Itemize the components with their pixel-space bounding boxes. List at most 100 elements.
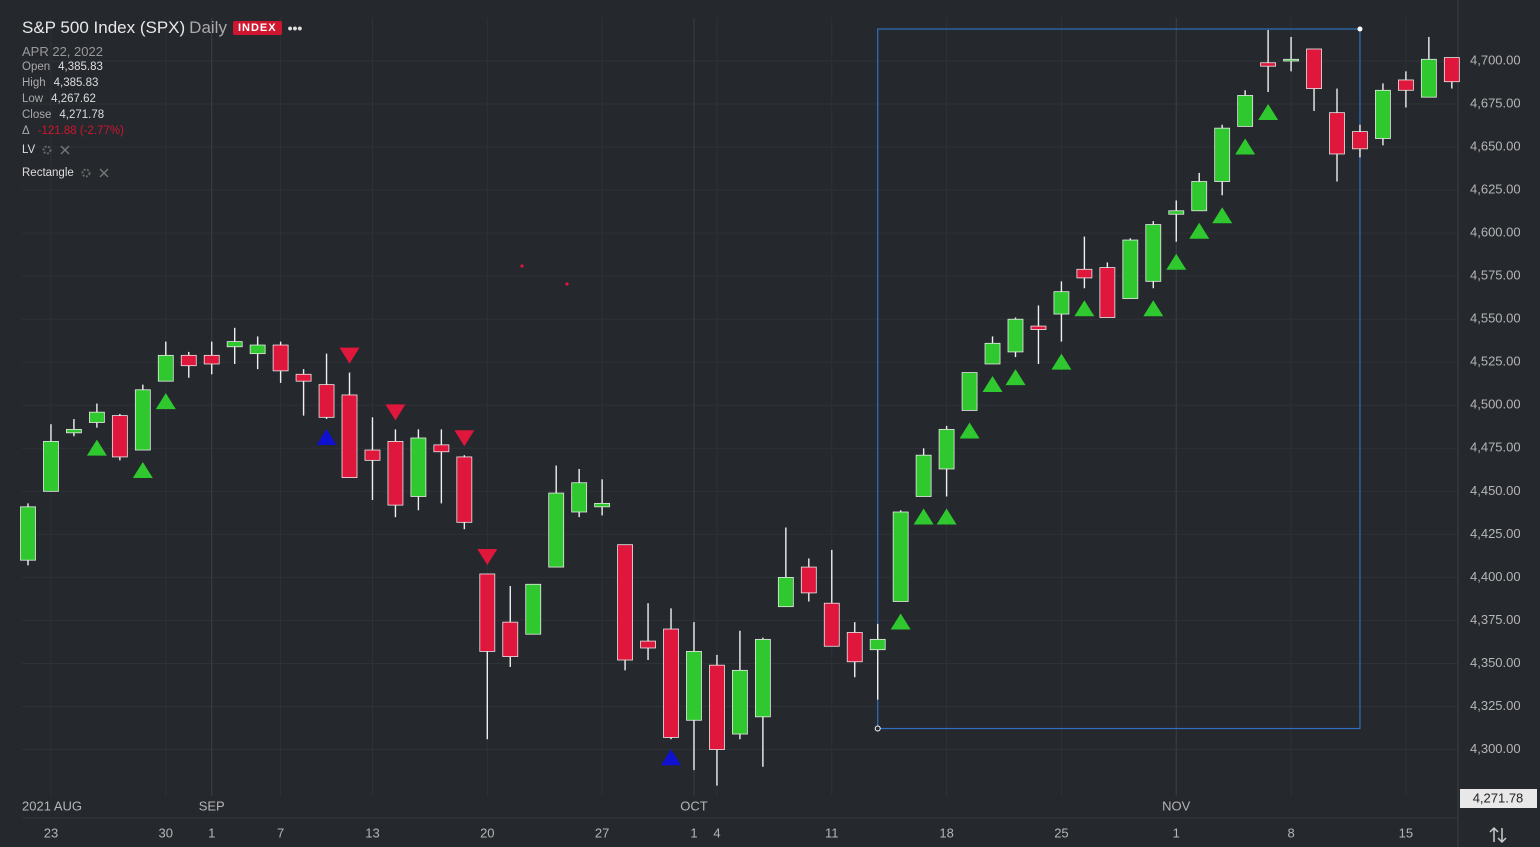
candle-body	[663, 628, 679, 738]
y-tick-label: 4,525.00	[1470, 354, 1521, 369]
menu-dots[interactable]: •••	[287, 20, 303, 36]
info-value: 4,271.78	[59, 109, 105, 121]
candle-body	[594, 502, 611, 508]
candle-body	[754, 638, 771, 718]
candle-body	[961, 372, 978, 411]
sell-signal	[477, 548, 498, 565]
sell-signal	[339, 347, 360, 364]
study-row: LV	[22, 139, 302, 162]
remove-icon[interactable]	[59, 144, 71, 156]
x-tick-label: 1	[690, 825, 697, 840]
candle-body	[1191, 181, 1208, 212]
buy-signal	[1051, 353, 1072, 370]
candle-body	[1352, 131, 1368, 150]
y-tick-label: 4,350.00	[1470, 655, 1521, 670]
buy-signal	[1189, 222, 1210, 239]
candle-body	[295, 373, 312, 382]
candle-body	[341, 394, 358, 478]
settings-icon[interactable]	[80, 167, 92, 179]
y-tick-label: 4,550.00	[1470, 311, 1521, 326]
buy-signal	[1258, 104, 1279, 121]
y-tick-label: 4,425.00	[1470, 526, 1521, 541]
candle-body	[869, 638, 886, 651]
candle-body	[571, 482, 588, 513]
info-row: Δ -121.88 (-2.77%)	[22, 123, 302, 139]
badge: INDEX	[232, 21, 282, 35]
info-value: 4,385.83	[58, 61, 103, 73]
candle-body	[1306, 48, 1322, 89]
candle-body	[111, 415, 128, 458]
lv-signal	[661, 749, 682, 766]
candle-body	[984, 342, 1001, 365]
candle-body	[1283, 58, 1299, 62]
marker-dot	[565, 282, 569, 286]
candle-body	[479, 573, 496, 652]
candle-body	[180, 354, 197, 367]
candle-body	[938, 428, 955, 470]
info-row: Close 4,271.78	[22, 107, 302, 123]
candle-body	[617, 544, 633, 661]
icon-arrow	[1489, 826, 1507, 844]
buy-signal	[1212, 207, 1233, 224]
buy-signal	[982, 375, 1003, 392]
y-tick-label: 4,500.00	[1470, 397, 1521, 412]
y-tick-label: 4,600.00	[1470, 225, 1521, 240]
buy-signal	[1143, 300, 1164, 317]
candle-body	[1398, 79, 1414, 91]
buy-signal	[936, 508, 957, 525]
candle-body	[640, 640, 656, 649]
candle-body	[433, 444, 450, 453]
marker-dot	[520, 264, 524, 268]
candle-body	[387, 441, 404, 506]
y-tick-label: 4,450.00	[1470, 483, 1521, 498]
candle-body	[272, 344, 289, 372]
candle-body	[915, 454, 932, 497]
candle-body	[1030, 325, 1047, 330]
y-tick-label: 4,675.00	[1470, 95, 1521, 110]
buy-signal	[1005, 369, 1026, 386]
sell-signal	[385, 404, 406, 421]
remove-icon[interactable]	[98, 167, 110, 179]
axis-toggle-icon[interactable]	[1489, 826, 1507, 844]
settings-icon[interactable]	[41, 144, 53, 156]
candle-body	[525, 583, 542, 635]
candle-body	[20, 506, 36, 561]
lv-signal	[316, 429, 337, 446]
interval[interactable]: Daily	[189, 18, 227, 37]
candle-body	[1329, 112, 1345, 155]
buy-signal	[959, 422, 980, 439]
candle-body	[846, 632, 863, 663]
candle-body	[88, 411, 105, 423]
candle-body	[226, 341, 243, 348]
x-tick-label: 7	[277, 825, 284, 840]
month-label: OCT	[680, 798, 708, 813]
info-row: High 4,385.83	[22, 75, 302, 91]
month-label: 2021 AUG	[22, 798, 82, 813]
candle-body	[1053, 291, 1070, 315]
symbol-title: S&P 500 Index (SPX)	[22, 18, 186, 37]
y-tick-label: 4,325.00	[1470, 698, 1521, 713]
info-value: 4,267.62	[51, 93, 96, 105]
x-tick-label: 4	[713, 825, 720, 840]
rectangle-handle	[1357, 26, 1363, 32]
candle-body	[1260, 62, 1277, 67]
info-value: -121.88 (-2.77%)	[37, 125, 124, 137]
info-row: Open 4,385.83	[22, 59, 302, 75]
x-tick-label: 1	[1173, 825, 1180, 840]
info-value: 4,385.83	[53, 77, 99, 89]
info-label: Open	[22, 61, 51, 73]
x-tick-label: 18	[939, 825, 953, 840]
buy-signal	[1074, 300, 1095, 317]
study-name: LV	[22, 144, 36, 156]
candle-body	[1076, 268, 1093, 279]
x-tick-label: 15	[1399, 825, 1413, 840]
candle-body	[157, 354, 174, 382]
rectangle-handle	[874, 725, 881, 732]
last-price-label: 4,271.78	[1473, 790, 1524, 805]
candle-body	[456, 456, 473, 523]
candle-body	[1443, 57, 1460, 83]
y-tick-label: 4,650.00	[1470, 139, 1521, 154]
candle-body	[1099, 267, 1116, 318]
